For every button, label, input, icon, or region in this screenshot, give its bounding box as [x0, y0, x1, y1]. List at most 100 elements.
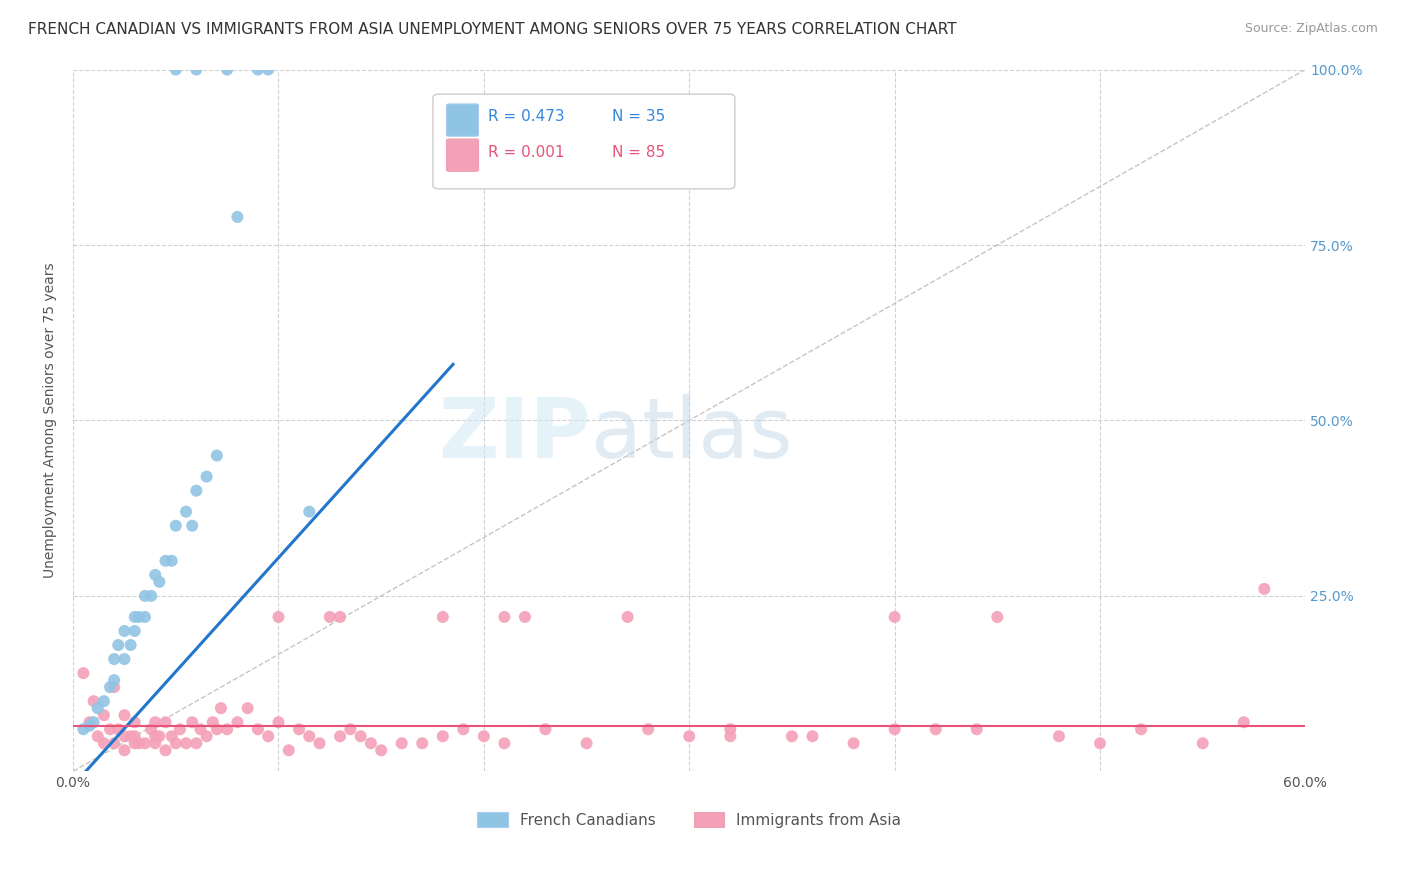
Point — [114, 708, 136, 723]
Point — [114, 652, 136, 666]
Text: R = 0.473: R = 0.473 — [488, 109, 565, 124]
Point — [114, 729, 136, 743]
Point — [349, 729, 371, 743]
Point — [780, 729, 803, 743]
Point — [160, 729, 183, 743]
Point — [139, 589, 162, 603]
Legend: French Canadians, Immigrants from Asia: French Canadians, Immigrants from Asia — [471, 805, 908, 834]
Point — [190, 723, 212, 737]
Point — [1191, 736, 1213, 750]
Point — [201, 715, 224, 730]
Point — [217, 723, 239, 737]
Point — [160, 554, 183, 568]
Point — [83, 715, 105, 730]
Point — [267, 715, 290, 730]
Point — [143, 736, 166, 750]
Point — [986, 610, 1008, 624]
FancyBboxPatch shape — [447, 139, 478, 171]
Text: FRENCH CANADIAN VS IMMIGRANTS FROM ASIA UNEMPLOYMENT AMONG SENIORS OVER 75 YEARS: FRENCH CANADIAN VS IMMIGRANTS FROM ASIA … — [28, 22, 956, 37]
Point — [124, 729, 146, 743]
Point — [267, 610, 290, 624]
Point — [472, 729, 495, 743]
Point — [155, 743, 177, 757]
Point — [205, 723, 228, 737]
Point — [246, 62, 269, 77]
Point — [165, 518, 187, 533]
Point — [298, 729, 321, 743]
Point — [842, 736, 865, 750]
Point — [257, 729, 280, 743]
Point — [186, 736, 208, 750]
Point — [124, 624, 146, 638]
Text: Source: ZipAtlas.com: Source: ZipAtlas.com — [1244, 22, 1378, 36]
FancyBboxPatch shape — [447, 104, 478, 136]
Point — [195, 469, 218, 483]
Point — [93, 694, 115, 708]
Point — [226, 210, 249, 224]
Point — [236, 701, 259, 715]
Point — [181, 715, 204, 730]
Point — [79, 719, 101, 733]
Point — [120, 729, 142, 743]
Point — [637, 723, 659, 737]
Point — [883, 610, 905, 624]
Point — [329, 729, 352, 743]
Point — [718, 729, 741, 743]
Point — [319, 610, 342, 624]
Point — [72, 666, 94, 681]
Point — [288, 723, 311, 737]
Point — [370, 743, 392, 757]
Point — [124, 610, 146, 624]
Point — [616, 610, 638, 624]
FancyBboxPatch shape — [433, 95, 735, 189]
Point — [128, 736, 150, 750]
Point — [209, 701, 232, 715]
Point — [134, 589, 156, 603]
Point — [103, 652, 125, 666]
Point — [226, 715, 249, 730]
Point — [165, 62, 187, 77]
Point — [174, 736, 197, 750]
Point — [120, 638, 142, 652]
Point — [143, 729, 166, 743]
Point — [134, 610, 156, 624]
Point — [186, 62, 208, 77]
Point — [174, 505, 197, 519]
Point — [339, 723, 361, 737]
Point — [186, 483, 208, 498]
Point — [103, 673, 125, 687]
Point — [883, 723, 905, 737]
Point — [195, 729, 218, 743]
Point — [98, 680, 121, 694]
Point — [1253, 582, 1275, 596]
Point — [534, 723, 557, 737]
Y-axis label: Unemployment Among Seniors over 75 years: Unemployment Among Seniors over 75 years — [44, 262, 58, 578]
Point — [391, 736, 413, 750]
Point — [114, 743, 136, 757]
Point — [925, 723, 948, 737]
Point — [205, 449, 228, 463]
Point — [148, 729, 170, 743]
Point — [1047, 729, 1070, 743]
Point — [87, 701, 110, 715]
Point — [93, 736, 115, 750]
Text: R = 0.001: R = 0.001 — [488, 145, 565, 160]
Point — [277, 743, 299, 757]
Point — [98, 723, 121, 737]
Point — [165, 736, 187, 750]
Point — [298, 505, 321, 519]
Point — [494, 610, 516, 624]
Point — [801, 729, 824, 743]
Point — [103, 736, 125, 750]
Point — [1088, 736, 1111, 750]
Point — [134, 736, 156, 750]
Point — [79, 715, 101, 730]
Point — [139, 723, 162, 737]
Point — [124, 736, 146, 750]
Point — [678, 729, 700, 743]
Text: atlas: atlas — [591, 394, 793, 475]
Point — [575, 736, 598, 750]
Point — [411, 736, 433, 750]
Text: N = 35: N = 35 — [612, 109, 665, 124]
Point — [1233, 715, 1256, 730]
